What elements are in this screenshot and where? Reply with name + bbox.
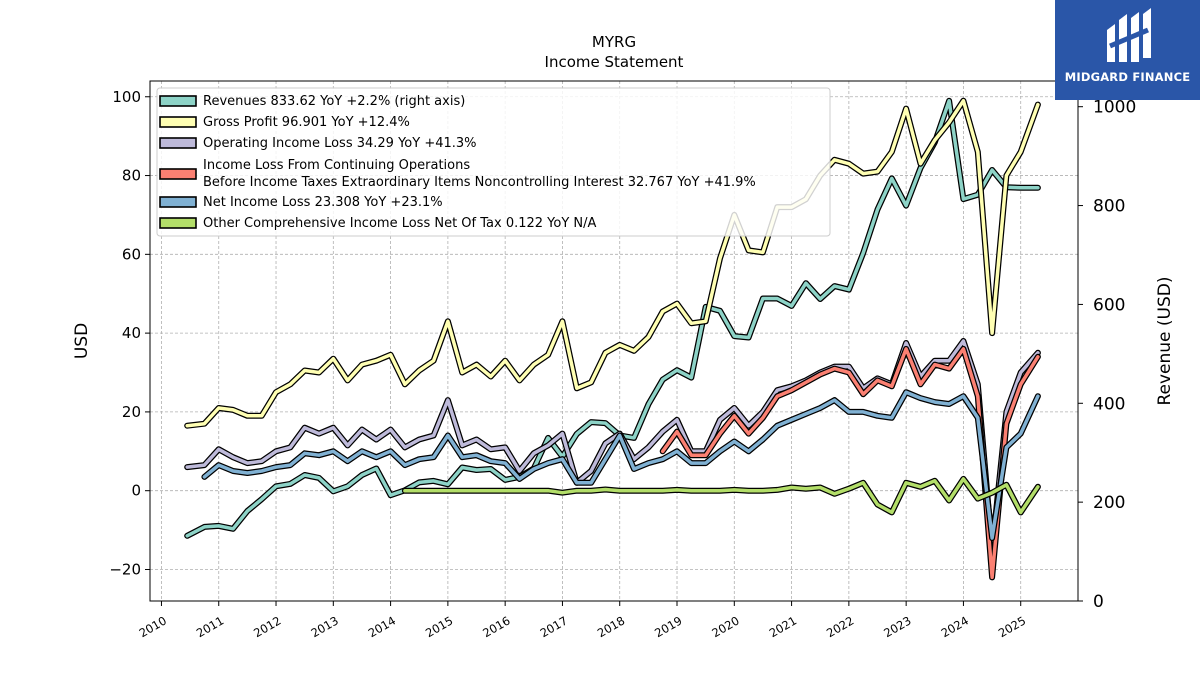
x-tick-label: 2016 [480, 613, 512, 640]
series-line-5 [403, 477, 1040, 515]
x-tick-label: 2025 [996, 613, 1028, 640]
x-tick-label: 2010 [137, 613, 169, 640]
logo-mark-icon [1107, 8, 1151, 62]
legend-swatch-0 [159, 95, 197, 107]
y-axis-label-right: Revenue (USD) [1155, 276, 1175, 405]
x-tick-label: 2021 [767, 613, 799, 640]
legend-swatch-3 [159, 168, 197, 180]
legend-label-4: Net Income Loss 23.308 YoY +23.1% [203, 195, 443, 210]
series-line-0 [185, 99, 1040, 538]
legend-swatch-5 [159, 217, 197, 229]
legend-swatch-1 [159, 116, 197, 128]
x-tick-label: 2015 [423, 613, 455, 640]
x-tick-label: 2017 [538, 613, 570, 640]
legend-label-3: Income Loss From Continuing Operations [203, 158, 470, 173]
y-tick-label-right: 600 [1093, 295, 1125, 315]
y-tick-label-left: 60 [122, 245, 141, 263]
y-tick-label-left: −20 [109, 560, 141, 578]
legend-label-5: Other Comprehensive Income Loss Net Of T… [203, 216, 597, 231]
x-tick-label: 2019 [652, 613, 684, 640]
series-line-3 [660, 347, 1040, 580]
legend-box [156, 87, 831, 237]
y-tick-label-right: 200 [1093, 493, 1125, 513]
y-tick-label-left: 100 [112, 88, 141, 106]
x-tick-label: 2014 [366, 613, 398, 640]
x-tick-label: 2012 [251, 613, 283, 640]
legend-label-3: Before Income Taxes Extraordinary Items … [203, 175, 756, 190]
y-axis-label-left: USD [72, 323, 92, 359]
legend-label-1: Gross Profit 96.901 YoY +12.4% [203, 115, 410, 130]
legend-swatch-4 [159, 196, 197, 208]
x-tick-label: 2018 [595, 613, 627, 640]
series-line-4 [202, 390, 1040, 540]
plot-frame [149, 80, 1079, 602]
series-outline-5 [401, 475, 1041, 516]
y-tick-label-left: 40 [122, 324, 141, 342]
y-tick-label-left: 20 [122, 403, 141, 421]
series-line-1 [185, 98, 1040, 428]
chart-title: MYRG [592, 33, 636, 51]
y-tick-label-right: 0 [1093, 592, 1104, 612]
x-tick-label: 2011 [194, 613, 226, 640]
series-outline-4 [201, 389, 1041, 541]
midgard-finance-logo: MIDGARD FINANCE [1055, 0, 1200, 100]
legend: Revenues 833.62 YoY +2.2% (right axis) Gr… [156, 87, 831, 237]
x-tick-label: 2023 [881, 613, 913, 640]
y-tick-label-right: 1000 [1093, 98, 1136, 118]
logo-text: MIDGARD FINANCE [1064, 70, 1191, 84]
x-tick-label: 2013 [308, 613, 340, 640]
x-tick-label: 2022 [824, 613, 856, 640]
y-tick-label-left: 80 [122, 167, 141, 185]
legend-swatch-2 [159, 137, 197, 149]
legend-label-0: Revenues 833.62 YoY +2.2% (right axis) [203, 94, 465, 109]
y-tick-label-right: 400 [1093, 394, 1125, 414]
y-tick-label-right: 800 [1093, 197, 1125, 217]
x-tick-label: 2020 [709, 613, 741, 640]
series-lines [184, 97, 1041, 581]
chart-subtitle: Income Statement [545, 53, 684, 71]
legend-label-2: Operating Income Loss 34.29 YoY +41.3% [203, 136, 477, 151]
x-tick-label: 2024 [939, 613, 971, 640]
y-tick-label-left: 0 [131, 482, 141, 500]
